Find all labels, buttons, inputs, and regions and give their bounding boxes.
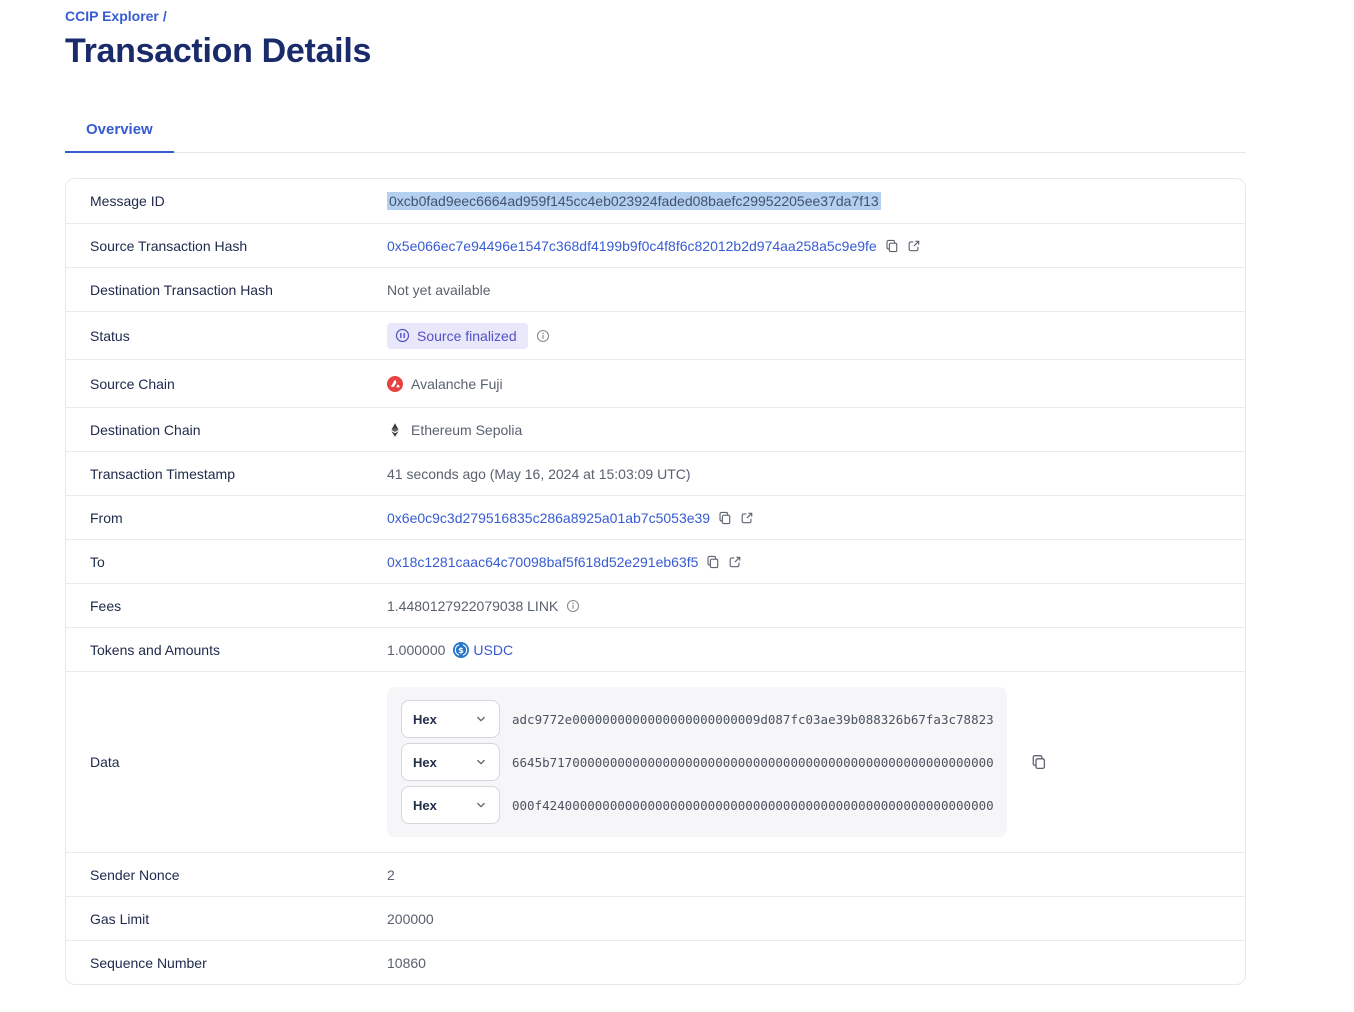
token-link[interactable]: USDC bbox=[473, 641, 514, 658]
row-label: Source Transaction Hash bbox=[90, 237, 248, 254]
row-label: Destination Transaction Hash bbox=[90, 281, 273, 298]
row-sender-nonce: Sender Nonce 2 bbox=[66, 852, 1245, 896]
gas-limit-value: 200000 bbox=[387, 910, 434, 927]
destination-chain-value: Ethereum Sepolia bbox=[411, 421, 523, 438]
tab-overview[interactable]: Overview bbox=[65, 111, 174, 153]
hex-format-label: Hex bbox=[413, 754, 437, 770]
row-label: Destination Chain bbox=[90, 421, 201, 438]
hex-format-select[interactable]: Hex bbox=[401, 700, 500, 738]
transaction-details-card: Message ID 0xcb0fad9eec6664ad959f145cc4e… bbox=[65, 178, 1246, 985]
token-amount-value: 1.000000 bbox=[387, 641, 446, 658]
row-fees: Fees 1.4480127922079038 LINK bbox=[66, 583, 1245, 627]
row-label: Fees bbox=[90, 597, 122, 614]
message-id-value: 0xcb0fad9eec6664ad959f145cc4eb023924fade… bbox=[387, 192, 881, 210]
hex-format-label: Hex bbox=[413, 711, 437, 727]
row-label: Sender Nonce bbox=[90, 866, 180, 883]
to-address-link[interactable]: 0x18c1281caac64c70098baf5f618d52e291eb63… bbox=[387, 553, 699, 570]
page-title: Transaction Details bbox=[65, 32, 372, 70]
avalanche-logo-icon bbox=[387, 375, 403, 392]
row-to: To 0x18c1281caac64c70098baf5f618d52e291e… bbox=[66, 539, 1245, 583]
row-label: Source Chain bbox=[90, 375, 175, 392]
transaction-details-page: CCIP Explorer / Transaction Details Overv… bbox=[65, 8, 1354, 985]
hex-format-label: Hex bbox=[413, 797, 437, 813]
info-icon[interactable] bbox=[536, 329, 550, 343]
fees-value: 1.4480127922079038 LINK bbox=[387, 597, 559, 614]
hex-line: Hex 000f42400000000000000000000000000000… bbox=[401, 786, 994, 824]
hex-data-value: 000f424000000000000000000000000000000000… bbox=[512, 797, 994, 813]
row-label: Sequence Number bbox=[90, 954, 207, 971]
row-label: From bbox=[90, 509, 123, 526]
copy-icon[interactable] bbox=[706, 555, 720, 569]
hex-data-value: 6645b71700000000000000000000000000000000… bbox=[512, 754, 994, 770]
timestamp-value: 41 seconds ago (May 16, 2024 at 15:03:09… bbox=[387, 465, 691, 482]
external-link-icon[interactable] bbox=[740, 511, 754, 525]
row-message-id: Message ID 0xcb0fad9eec6664ad959f145cc4e… bbox=[66, 179, 1245, 223]
row-transaction-timestamp: Transaction Timestamp 41 seconds ago (Ma… bbox=[66, 451, 1245, 495]
chevron-down-icon bbox=[474, 798, 488, 812]
sequence-number-value: 10860 bbox=[387, 954, 426, 971]
chevron-down-icon bbox=[474, 712, 488, 726]
row-label: Gas Limit bbox=[90, 910, 150, 927]
chevron-down-icon bbox=[474, 755, 488, 769]
status-badge-label: Source finalized bbox=[417, 327, 517, 344]
row-label: To bbox=[90, 553, 105, 570]
row-destination-chain: Destination Chain Ethereum Sepolia bbox=[66, 407, 1245, 451]
breadcrumb-separator: / bbox=[162, 8, 167, 24]
ethereum-logo-icon bbox=[387, 422, 403, 438]
tab-bar: Overview bbox=[65, 111, 1246, 153]
usdc-logo-icon bbox=[453, 641, 470, 658]
breadcrumb: CCIP Explorer / bbox=[65, 8, 1354, 24]
row-sequence-number: Sequence Number 10860 bbox=[66, 940, 1245, 984]
destination-tx-hash-value: Not yet available bbox=[387, 281, 491, 298]
row-destination-transaction-hash: Destination Transaction Hash Not yet ava… bbox=[66, 267, 1245, 311]
row-label: Tokens and Amounts bbox=[90, 641, 220, 658]
row-data: Data Hex adc9772e00000000000000000000000… bbox=[66, 671, 1245, 852]
row-status: Status Source finalized bbox=[66, 311, 1245, 359]
row-tokens-and-amounts: Tokens and Amounts 1.000000 USDC bbox=[66, 627, 1245, 671]
breadcrumb-link-ccip-explorer[interactable]: CCIP Explorer bbox=[65, 8, 159, 24]
from-address-link[interactable]: 0x6e0c9c3d279516835c286a8925a01ab7c5053e… bbox=[387, 509, 711, 526]
radio-icon bbox=[395, 328, 410, 343]
status-badge: Source finalized bbox=[387, 322, 528, 349]
copy-icon[interactable] bbox=[885, 239, 899, 253]
row-source-transaction-hash: Source Transaction Hash 0x5e066ec7e94496… bbox=[66, 223, 1245, 267]
copy-icon[interactable] bbox=[1031, 754, 1047, 770]
info-icon[interactable] bbox=[566, 599, 580, 613]
external-link-icon[interactable] bbox=[907, 239, 921, 253]
data-hex-box: Hex adc9772e0000000000000000000000009d08… bbox=[387, 687, 1007, 837]
source-tx-hash-link[interactable]: 0x5e066ec7e94496e1547c368df4199b9f0c4f8f… bbox=[387, 237, 877, 254]
row-label: Transaction Timestamp bbox=[90, 465, 235, 482]
hex-format-select[interactable]: Hex bbox=[401, 786, 500, 824]
hex-data-value: adc9772e0000000000000000000000009d087fc0… bbox=[512, 711, 994, 727]
row-source-chain: Source Chain Avalanche Fuji bbox=[66, 359, 1245, 407]
row-label: Status bbox=[90, 327, 130, 344]
row-from: From 0x6e0c9c3d279516835c286a8925a01ab7c… bbox=[66, 495, 1245, 539]
row-gas-limit: Gas Limit 200000 bbox=[66, 896, 1245, 940]
source-chain-value: Avalanche Fuji bbox=[411, 375, 503, 392]
hex-line: Hex adc9772e0000000000000000000000009d08… bbox=[401, 700, 994, 738]
copy-icon[interactable] bbox=[718, 511, 732, 525]
row-label: Data bbox=[90, 754, 120, 770]
row-label: Message ID bbox=[90, 193, 165, 209]
external-link-icon[interactable] bbox=[728, 555, 742, 569]
hex-line: Hex 6645b7170000000000000000000000000000… bbox=[401, 743, 994, 781]
hex-format-select[interactable]: Hex bbox=[401, 743, 500, 781]
sender-nonce-value: 2 bbox=[387, 866, 395, 883]
